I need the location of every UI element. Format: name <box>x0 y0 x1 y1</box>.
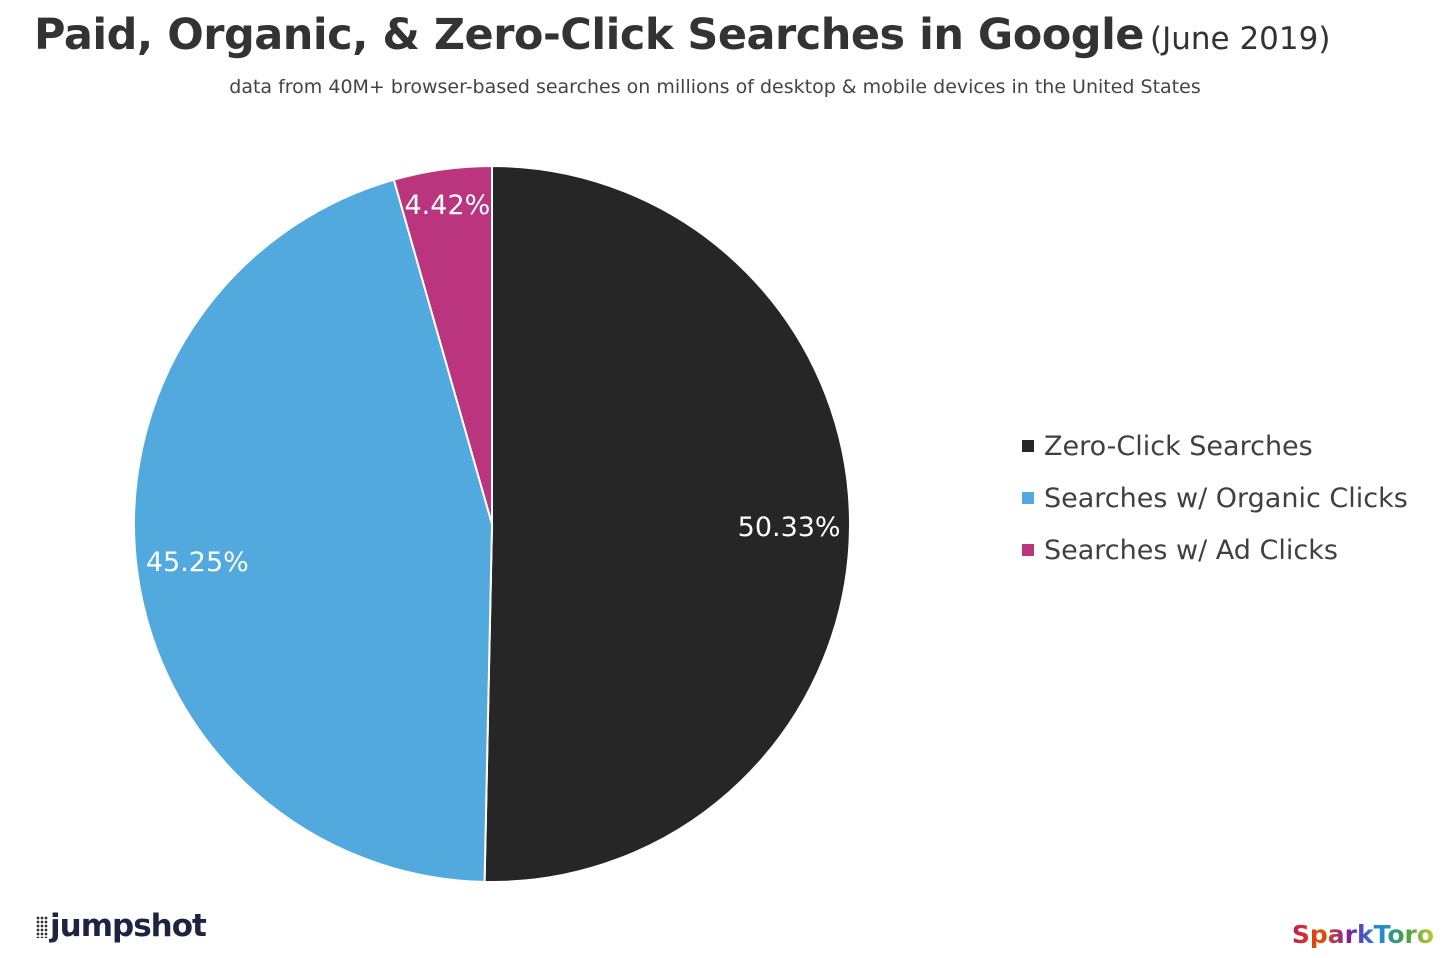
pie-slice <box>483 164 851 883</box>
legend-item-organic: Searches w/ Organic Clicks <box>1022 472 1408 524</box>
legend-label: Zero-Click Searches <box>1044 430 1313 462</box>
legend-item-ad: Searches w/ Ad Clicks <box>1022 524 1408 576</box>
legend-swatch <box>1022 544 1034 556</box>
slice-label: 50.33% <box>738 512 841 543</box>
title-main: Paid, Organic, & Zero-Click Searches in … <box>34 10 1144 60</box>
chart-subtitle: data from 40M+ browser-based searches on… <box>229 76 1201 98</box>
legend: Zero-Click Searches Searches w/ Organic … <box>1022 420 1408 576</box>
pie-slice <box>392 164 493 525</box>
legend-item-zero-click: Zero-Click Searches <box>1022 420 1408 472</box>
legend-swatch <box>1022 492 1034 504</box>
pie-slice <box>133 178 494 883</box>
legend-label: Searches w/ Organic Clicks <box>1044 482 1408 514</box>
jumpshot-logo-text: jumpshot <box>50 908 207 944</box>
slice-label: 4.42% <box>405 190 491 221</box>
logo-dots-icon <box>36 916 48 938</box>
jumpshot-logo: jumpshot <box>36 908 207 944</box>
legend-swatch <box>1022 440 1034 452</box>
chart-title: Paid, Organic, & Zero-Click Searches in … <box>34 10 1330 60</box>
title-date: (June 2019) <box>1149 21 1331 57</box>
legend-label: Searches w/ Ad Clicks <box>1044 534 1338 566</box>
slice-label: 45.25% <box>146 547 249 578</box>
sparktoro-logo: SparkToro <box>1291 920 1434 949</box>
